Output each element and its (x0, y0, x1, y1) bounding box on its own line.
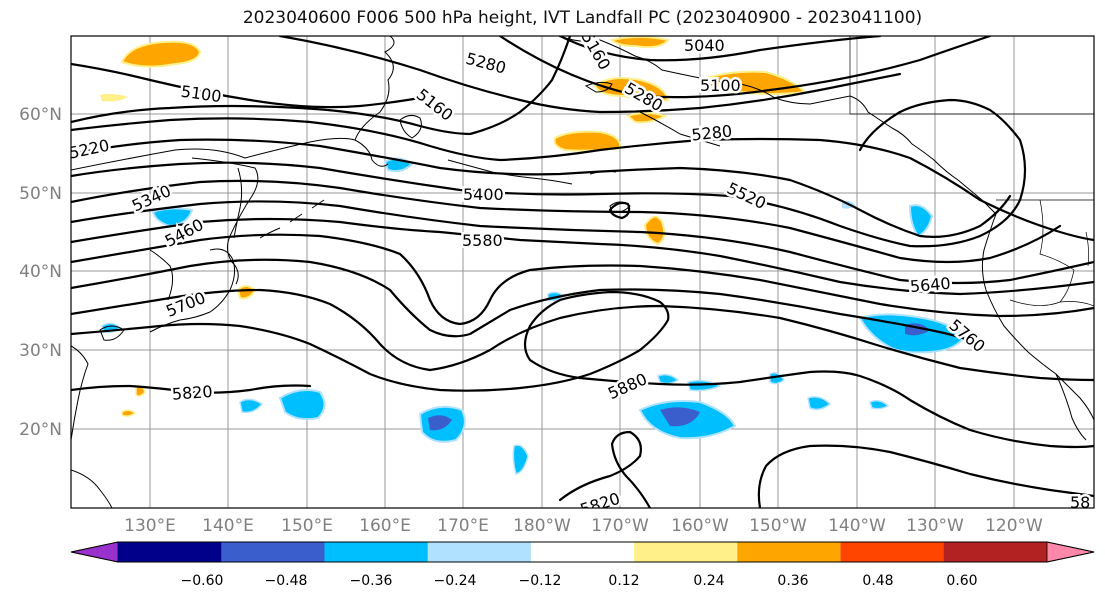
contour-label: 5220 (932, 21, 973, 40)
lat-label: 60°N (19, 105, 62, 125)
lon-label: 170°E (437, 516, 489, 536)
contour-label: 5400 (463, 185, 504, 204)
colorbar-tick-label: 0.60 (946, 573, 977, 589)
lon-label: 180°W (513, 516, 571, 536)
lon-label: 160°W (671, 516, 729, 536)
colorbar-segment (943, 542, 1048, 562)
colorbar-tick-labels: −0.60 −0.48 −0.36 −0.24 −0.12 0.12 0.24 … (181, 573, 978, 589)
coastlines (71, 36, 1094, 508)
colorbar-tick-label: −0.48 (265, 573, 308, 589)
colorbar-segment (530, 542, 635, 562)
colorbar-segment (221, 542, 325, 562)
colorbar-tick-label: −0.60 (181, 573, 224, 589)
colorbar-segment (840, 542, 945, 562)
colorbar-tick-label: 0.48 (862, 573, 893, 589)
colorbar-tick-label: −0.12 (519, 573, 562, 589)
map-title: 2023040600 F006 500 hPa height, IVT Land… (242, 8, 923, 28)
contour-label: 58 (1070, 493, 1090, 512)
colorbar-segment (427, 542, 532, 562)
longitude-labels: 130°E 140°E 150°E 160°E 170°E 180°W 170°… (124, 516, 1043, 536)
colorbar-segment (118, 542, 222, 562)
colorbar-tick-label: 0.12 (608, 573, 639, 589)
colorbar (70, 541, 1095, 563)
lon-label: 160°E (359, 516, 411, 536)
map-frame (70, 35, 1095, 509)
lat-label: 30°N (19, 341, 62, 361)
contour-label: 5040 (684, 36, 725, 55)
lat-label: 20°N (19, 420, 62, 440)
lon-label: 140°W (828, 516, 886, 536)
ivt-shading (100, 36, 967, 475)
colorbar-segment (737, 542, 842, 562)
lon-label: 150°W (749, 516, 807, 536)
colorbar-segment (634, 542, 738, 562)
colorbar-outline (70, 541, 1095, 563)
latitude-labels: 60°N 50°N 40°N 30°N 20°N (19, 105, 62, 440)
colorbar-segment (324, 542, 429, 562)
colorbar-tick-label: −0.24 (434, 573, 477, 589)
lat-label: 50°N (19, 184, 62, 204)
height-contours (71, 36, 1094, 508)
lon-label: 140°E (202, 516, 254, 536)
lon-label: 130°W (906, 516, 964, 536)
lon-label: 120°W (985, 516, 1043, 536)
colorbar-tick-label: −0.36 (350, 573, 393, 589)
contour-label: 5100 (700, 76, 741, 95)
colorbar-extend-high (1046, 541, 1095, 563)
contour-label: 5640 (909, 274, 951, 296)
lon-label: 170°W (591, 516, 649, 536)
contour-label: 5820 (171, 382, 213, 404)
contour-label: 5580 (462, 231, 503, 250)
lat-label: 40°N (19, 262, 62, 282)
colorbar-extend-low (70, 541, 119, 563)
colorbar-tick-label: 0.24 (693, 573, 724, 589)
lon-label: 130°E (124, 516, 176, 536)
colorbar-tick-label: 0.36 (777, 573, 808, 589)
borders (849, 36, 1094, 307)
lon-label: 150°E (281, 516, 333, 536)
